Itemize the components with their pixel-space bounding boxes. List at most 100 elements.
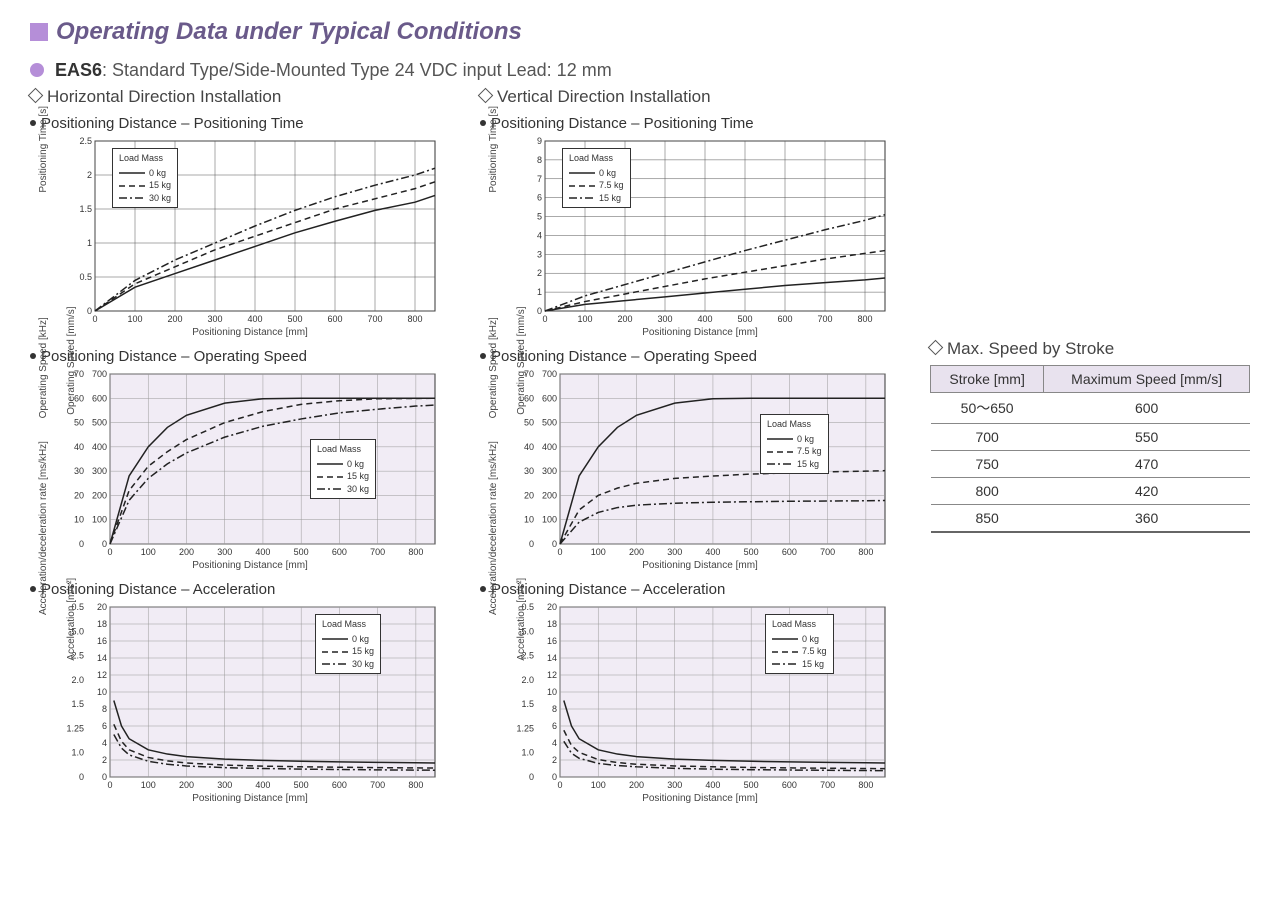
- diamond-icon: [928, 340, 944, 356]
- svg-text:4: 4: [552, 738, 557, 748]
- svg-text:2.5: 2.5: [79, 136, 92, 146]
- ylabel-time: Positioning Time [s]: [38, 106, 49, 193]
- svg-text:600: 600: [332, 780, 347, 790]
- main-title: Operating Data under Typical Conditions: [30, 18, 1250, 46]
- svg-text:500: 500: [737, 314, 752, 324]
- svg-text:600: 600: [782, 547, 797, 557]
- svg-text:700: 700: [370, 547, 385, 557]
- svg-text:800: 800: [408, 547, 423, 557]
- svg-text:0: 0: [79, 772, 84, 782]
- svg-text:14: 14: [97, 653, 107, 663]
- max-speed-heading: Max. Speed by Stroke: [930, 339, 1250, 359]
- svg-text:400: 400: [247, 314, 262, 324]
- svg-text:30: 30: [74, 466, 84, 476]
- svg-text:100: 100: [542, 515, 557, 525]
- chart-h-time: Positioning Time [s] 0100200300400500600…: [60, 136, 440, 336]
- chart-h-accel: Acceleration/deceleration rate [ms/kHz] …: [60, 602, 440, 802]
- svg-text:300: 300: [667, 780, 682, 790]
- svg-text:200: 200: [92, 490, 107, 500]
- svg-text:400: 400: [705, 547, 720, 557]
- svg-text:200: 200: [629, 547, 644, 557]
- svg-text:0: 0: [537, 306, 542, 316]
- svg-text:4: 4: [102, 738, 107, 748]
- svg-text:200: 200: [542, 490, 557, 500]
- svg-text:100: 100: [141, 780, 156, 790]
- max-speed-table: Stroke [mm]Maximum Speed [mm/s]50～650600…: [930, 365, 1250, 533]
- svg-text:4: 4: [537, 230, 542, 240]
- svg-text:700: 700: [817, 314, 832, 324]
- product-desc: : Standard Type/Side-Mounted Type 24 VDC…: [102, 60, 612, 80]
- svg-text:40: 40: [74, 442, 84, 452]
- ylabel-speed-khz: Operating Speed [kHz]: [38, 317, 49, 418]
- svg-text:1.0: 1.0: [71, 748, 84, 758]
- svg-text:50: 50: [524, 418, 534, 428]
- svg-text:800: 800: [408, 780, 423, 790]
- chart-h-speed: Operating Speed [kHz] Operating Speed [m…: [60, 369, 440, 569]
- svg-text:1: 1: [87, 238, 92, 248]
- xlabel: Positioning Distance [mm]: [192, 327, 308, 338]
- chart-title-h-time: Positioning Distance – Positioning Time: [30, 115, 450, 132]
- svg-text:50: 50: [74, 418, 84, 428]
- chart-title-h-accel: Positioning Distance – Acceleration: [30, 581, 450, 598]
- svg-text:12: 12: [547, 670, 557, 680]
- svg-text:400: 400: [255, 780, 270, 790]
- svg-text:500: 500: [92, 418, 107, 428]
- square-bullet-icon: [30, 23, 48, 41]
- svg-text:1: 1: [537, 287, 542, 297]
- svg-text:18: 18: [97, 619, 107, 629]
- svg-text:20: 20: [547, 602, 557, 612]
- svg-text:500: 500: [744, 780, 759, 790]
- svg-text:300: 300: [92, 466, 107, 476]
- table-row: 750470: [931, 451, 1250, 478]
- svg-text:200: 200: [179, 780, 194, 790]
- svg-text:100: 100: [591, 547, 606, 557]
- svg-text:0: 0: [552, 772, 557, 782]
- svg-text:1.5: 1.5: [71, 699, 84, 709]
- svg-text:400: 400: [705, 780, 720, 790]
- svg-text:300: 300: [542, 466, 557, 476]
- svg-text:0: 0: [102, 772, 107, 782]
- xlabel: Positioning Distance [mm]: [642, 560, 758, 571]
- svg-text:20: 20: [74, 490, 84, 500]
- xlabel: Positioning Distance [mm]: [192, 793, 308, 804]
- svg-text:600: 600: [332, 547, 347, 557]
- svg-text:800: 800: [858, 547, 873, 557]
- svg-text:2: 2: [102, 755, 107, 765]
- svg-text:700: 700: [542, 369, 557, 379]
- svg-text:700: 700: [820, 547, 835, 557]
- svg-text:40: 40: [524, 442, 534, 452]
- svg-text:300: 300: [217, 780, 232, 790]
- svg-text:500: 500: [294, 780, 309, 790]
- xlabel: Positioning Distance [mm]: [192, 560, 308, 571]
- svg-text:200: 200: [167, 314, 182, 324]
- ylabel-accel-ms2: Acceleration [m/s²]: [66, 578, 77, 661]
- svg-text:18: 18: [547, 619, 557, 629]
- svg-text:6: 6: [102, 721, 107, 731]
- svg-text:20: 20: [97, 602, 107, 612]
- svg-text:100: 100: [591, 780, 606, 790]
- svg-text:400: 400: [697, 314, 712, 324]
- svg-text:10: 10: [524, 515, 534, 525]
- svg-text:6: 6: [537, 193, 542, 203]
- svg-text:400: 400: [542, 442, 557, 452]
- svg-text:200: 200: [629, 780, 644, 790]
- svg-text:800: 800: [858, 780, 873, 790]
- svg-text:30: 30: [524, 466, 534, 476]
- svg-text:400: 400: [92, 442, 107, 452]
- table-header: Maximum Speed [mm/s]: [1044, 366, 1250, 393]
- svg-text:1.25: 1.25: [66, 723, 84, 733]
- max-speed-column: Max. Speed by Stroke Stroke [mm]Maximum …: [930, 87, 1250, 814]
- svg-text:1.5: 1.5: [79, 204, 92, 214]
- svg-text:300: 300: [207, 314, 222, 324]
- table-row: 850360: [931, 505, 1250, 533]
- ylabel-accel-khz: Acceleration/deceleration rate [ms/kHz]: [488, 441, 499, 615]
- svg-text:2: 2: [537, 268, 542, 278]
- svg-text:600: 600: [777, 314, 792, 324]
- ylabel-accel-ms2: Acceleration [m/s²]: [516, 578, 527, 661]
- svg-text:100: 100: [127, 314, 142, 324]
- legend-h-accel: Load Mass0 kg15 kg30 kg: [315, 614, 381, 674]
- svg-text:0: 0: [529, 539, 534, 549]
- svg-text:0: 0: [552, 539, 557, 549]
- svg-text:100: 100: [92, 515, 107, 525]
- ylabel-speed-mms: Operating Speed [mm/s]: [66, 306, 77, 414]
